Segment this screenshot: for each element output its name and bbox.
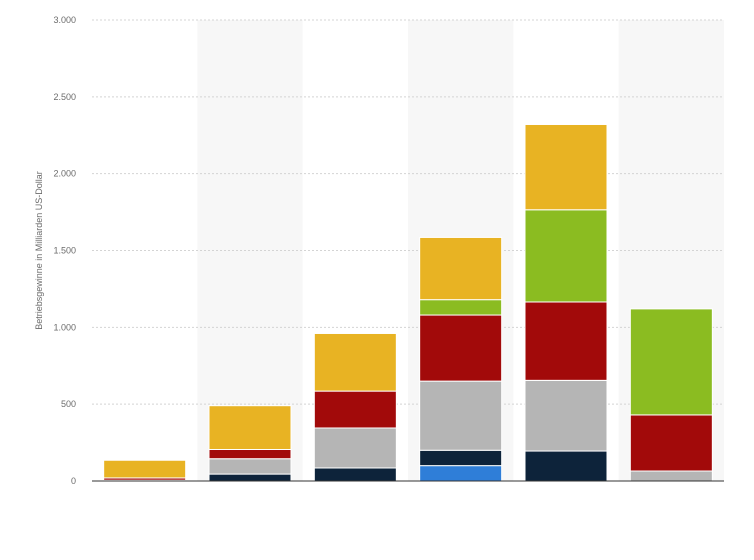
y-tick-label: 1.000 xyxy=(53,322,76,332)
bar-segment xyxy=(208,473,292,482)
bar-segment xyxy=(208,448,292,460)
bar-segment xyxy=(103,459,187,479)
bar-segment xyxy=(419,314,503,382)
bar-segment xyxy=(629,308,713,416)
y-axis-title: Betriebsgewinne in Milliarden US-Dollar xyxy=(34,171,44,330)
bar-segment xyxy=(419,465,503,482)
y-tick-label: 0 xyxy=(71,476,76,486)
bar-segment xyxy=(524,450,608,482)
bar-segment xyxy=(524,209,608,303)
y-tick-label: 3.000 xyxy=(53,15,76,25)
bar-segment xyxy=(419,449,503,467)
bar-segment xyxy=(524,379,608,452)
bar-segment xyxy=(208,458,292,475)
bar-segment xyxy=(313,390,397,429)
y-axis-ticks: 0 500 1.000 1.500 2.000 2.500 3.000 xyxy=(53,15,76,486)
gridlines xyxy=(92,19,724,405)
bars xyxy=(103,123,713,482)
bar-segment xyxy=(313,427,397,469)
bar-segment xyxy=(208,405,292,450)
bar-segment xyxy=(629,470,713,482)
bar-segment xyxy=(419,299,503,316)
bar-segment xyxy=(524,123,608,211)
bar-segment xyxy=(313,332,397,392)
y-tick-label: 500 xyxy=(61,399,76,409)
y-tick-label: 1.500 xyxy=(53,246,76,256)
bar-segment xyxy=(313,467,397,482)
bar-segment xyxy=(419,380,503,451)
y-tick-label: 2.000 xyxy=(53,169,76,179)
bar-segment xyxy=(419,236,503,301)
bar-segment xyxy=(629,414,713,472)
y-tick-label: 2.500 xyxy=(53,92,76,102)
bar-segment xyxy=(524,301,608,381)
